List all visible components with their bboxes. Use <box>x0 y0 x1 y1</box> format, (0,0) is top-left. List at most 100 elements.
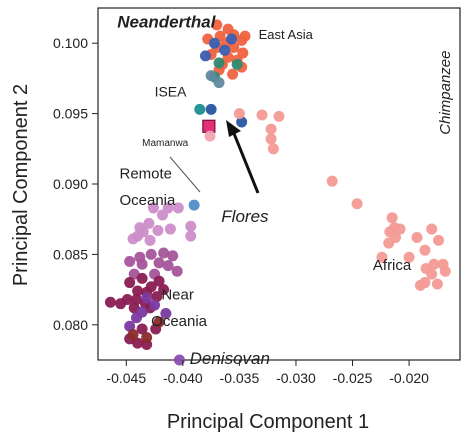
data-point <box>136 272 148 284</box>
data-point <box>209 37 221 49</box>
x-tick-label: -0.035 <box>220 370 260 386</box>
data-point <box>227 68 239 80</box>
x-tick-label: -0.030 <box>276 370 316 386</box>
data-point <box>204 130 216 142</box>
y-tick-label: 0.090 <box>53 176 88 192</box>
data-point <box>205 70 217 82</box>
data-point <box>265 133 277 145</box>
data-point <box>156 209 168 221</box>
data-point <box>147 202 159 214</box>
data-point <box>149 299 161 311</box>
data-point <box>414 279 426 291</box>
data-point <box>376 251 388 263</box>
data-point <box>144 234 156 246</box>
data-point <box>127 329 139 341</box>
data-point <box>124 255 136 267</box>
points-layer <box>104 19 451 366</box>
data-point <box>326 175 338 187</box>
annotations-layer: Neanderthal East Asia ISEA Mamanwa Remote Oce… <box>117 13 454 369</box>
data-point <box>205 103 217 115</box>
data-point <box>231 58 243 70</box>
data-point <box>383 237 395 249</box>
data-point <box>115 298 127 310</box>
x-tick-label: -0.020 <box>389 370 429 386</box>
data-point <box>213 77 225 89</box>
annotation-label: Flores <box>221 207 269 226</box>
data-point <box>173 354 185 366</box>
data-point <box>256 109 268 121</box>
data-point <box>426 223 438 235</box>
data-point <box>130 293 142 305</box>
data-point <box>172 202 184 214</box>
data-point <box>127 233 139 245</box>
annotation-label: Chimpanzee <box>437 51 454 135</box>
y-tick-label: 0.095 <box>53 106 88 122</box>
pointer-layer <box>169 120 260 194</box>
data-point <box>439 265 451 277</box>
data-point <box>151 291 163 303</box>
data-point <box>167 250 179 262</box>
data-point <box>136 323 148 335</box>
y-tick-label: 0.080 <box>53 317 88 333</box>
data-point <box>219 44 231 56</box>
mamanwa-leader-line <box>169 156 201 193</box>
data-point <box>141 292 153 304</box>
data-point <box>199 50 211 62</box>
data-point <box>394 223 406 235</box>
data-point <box>265 123 277 135</box>
annotation-label: Remote <box>119 165 172 182</box>
data-point <box>403 251 415 263</box>
data-point <box>273 110 285 122</box>
x-axis-title: Principal Component 1 <box>167 411 369 433</box>
data-point <box>194 103 206 115</box>
data-point <box>130 312 142 324</box>
data-point <box>158 247 170 259</box>
x-tick-label: -0.040 <box>163 370 203 386</box>
data-point <box>124 320 136 332</box>
data-point <box>145 248 157 260</box>
flores-arrow-shaft <box>231 130 260 194</box>
annotation-label: Near <box>161 286 194 303</box>
data-point <box>153 257 165 269</box>
data-point <box>136 258 148 270</box>
data-point <box>228 41 240 53</box>
data-point <box>411 232 423 244</box>
x-tick-label: -0.045 <box>106 370 146 386</box>
data-point <box>153 316 165 328</box>
annotation-label: Oceania <box>119 192 176 209</box>
x-tick-label: -0.025 <box>333 370 373 386</box>
annotation-label: Africa <box>373 257 412 274</box>
data-point <box>202 119 216 133</box>
data-point <box>426 268 438 280</box>
data-point <box>143 217 155 229</box>
y-axis-ticks: 0.080 0.085 0.090 0.095 0.100 <box>53 35 98 333</box>
data-point <box>213 57 225 69</box>
data-point <box>267 143 279 155</box>
data-point <box>141 331 153 343</box>
data-point <box>104 296 116 308</box>
data-point <box>152 224 164 236</box>
data-point <box>236 116 248 128</box>
data-point <box>164 223 176 235</box>
data-point <box>188 199 200 211</box>
data-point <box>185 230 197 242</box>
annotation-label: Neanderthal <box>117 13 217 32</box>
annotation-label: Mamanwa <box>142 138 189 149</box>
annotation-label: East Asia <box>259 27 314 42</box>
data-point <box>431 278 443 290</box>
y-axis-title: Principal Component 2 <box>10 84 32 286</box>
data-point <box>171 265 183 277</box>
data-point <box>153 275 165 287</box>
data-point <box>132 285 144 297</box>
annotation-label: ISEA <box>155 84 188 100</box>
data-point <box>225 33 237 45</box>
x-axis-ticks: -0.045 -0.040 -0.035 -0.030 -0.025 -0.020 <box>106 360 429 386</box>
data-point <box>386 212 398 224</box>
annotation-label: Oceania <box>151 313 208 330</box>
data-point <box>351 198 363 210</box>
data-point <box>233 108 245 120</box>
data-point <box>160 308 172 320</box>
data-point <box>239 30 251 42</box>
data-point <box>124 277 136 289</box>
